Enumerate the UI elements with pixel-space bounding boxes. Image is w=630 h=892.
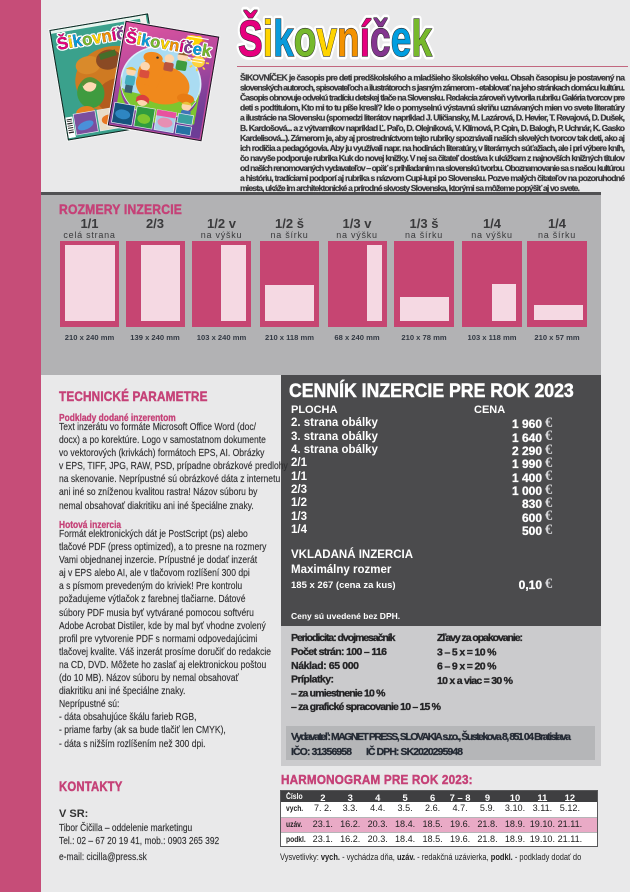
svg-text:IČO: 31356958: IČO: 31356958 bbox=[291, 745, 352, 758]
svg-text:a ilustrácie na Slovensku (spo: a ilustrácie na Slovensku (spomedzi lite… bbox=[240, 113, 625, 123]
svg-text:ŠIKOVNÍČEK je časopis pre deti: ŠIKOVNÍČEK je časopis pre deti predškols… bbox=[240, 71, 625, 82]
svg-text:3 – 5 x = 10 %: 3 – 5 x = 10 % bbox=[437, 646, 497, 658]
svg-text:Šikovníček: Šikovníček bbox=[238, 9, 432, 66]
svg-text:Príplatky:: Príplatky: bbox=[291, 674, 334, 686]
svg-text:10 x a viac = 30 %: 10 x a viac = 30 % bbox=[437, 675, 514, 687]
svg-text:ich rodičia a pedagógovia. Aby: ich rodičia a pedagógovia. Aby ju využív… bbox=[240, 143, 625, 153]
svg-text:Šikovníček: Šikovníček bbox=[125, 28, 213, 61]
svg-text:Zľavy za opakovanie:: Zľavy za opakovanie: bbox=[437, 632, 523, 644]
svg-text:a históriu, tradíciami podporí: a históriu, tradíciami podporí aj rubrik… bbox=[240, 173, 625, 183]
svg-text:Počet strán: 100 – 116: Počet strán: 100 – 116 bbox=[291, 646, 387, 658]
svg-text:B. Kardošová... a z výtvarníko: B. Kardošová... a z výtvarníkov napríkla… bbox=[240, 123, 625, 133]
svg-text:deti s podtitulom, Kto mi to t: deti s podtitulom, Kto mi to tu píše kre… bbox=[240, 103, 625, 113]
svg-text:čo navyše podporuje rubrika Ku: čo navyše podporuje rubrika Kuk do novej… bbox=[240, 153, 625, 163]
svg-text:– za grafické spracovanie 10 –: – za grafické spracovanie 10 – 15 % bbox=[291, 701, 442, 713]
svg-text:Periodicita: dvojmesačník: Periodicita: dvojmesačník bbox=[291, 632, 396, 644]
svg-text:miesta, ukáže im architektonic: miesta, ukáže im architektonické a príro… bbox=[240, 183, 580, 193]
svg-text:– za umiestnenie 10 %: – za umiestnenie 10 % bbox=[291, 687, 386, 699]
svg-text:od naších renomovaných vydavat: od naších renomovaných vydavateľov – opä… bbox=[240, 163, 625, 173]
svg-text:6 – 9 x = 20 %: 6 – 9 x = 20 % bbox=[437, 661, 497, 673]
svg-text:Náklad: 65 000: Náklad: 65 000 bbox=[291, 660, 359, 672]
svg-text:Kardelisová...). Zámerom je, a: Kardelisová...). Zámerom je, aby aj pros… bbox=[240, 133, 625, 143]
svg-text:Šikovníček: Šikovníček bbox=[238, 9, 432, 66]
svg-text:Vydavateľ: MAGNET PRESS, SLOVA: Vydavateľ: MAGNET PRESS, SLOVAKIA s.r.o.… bbox=[291, 730, 571, 743]
svg-text:slovenských autoroch, spisovat: slovenských autoroch, spisovateľoch a il… bbox=[240, 83, 625, 93]
svg-text:IČ DPH: SK2020295948: IČ DPH: SK2020295948 bbox=[366, 745, 463, 758]
svg-text:Časopis obnovuje odvekú tradíc: Časopis obnovuje odvekú tradíciu detskej… bbox=[240, 92, 625, 103]
